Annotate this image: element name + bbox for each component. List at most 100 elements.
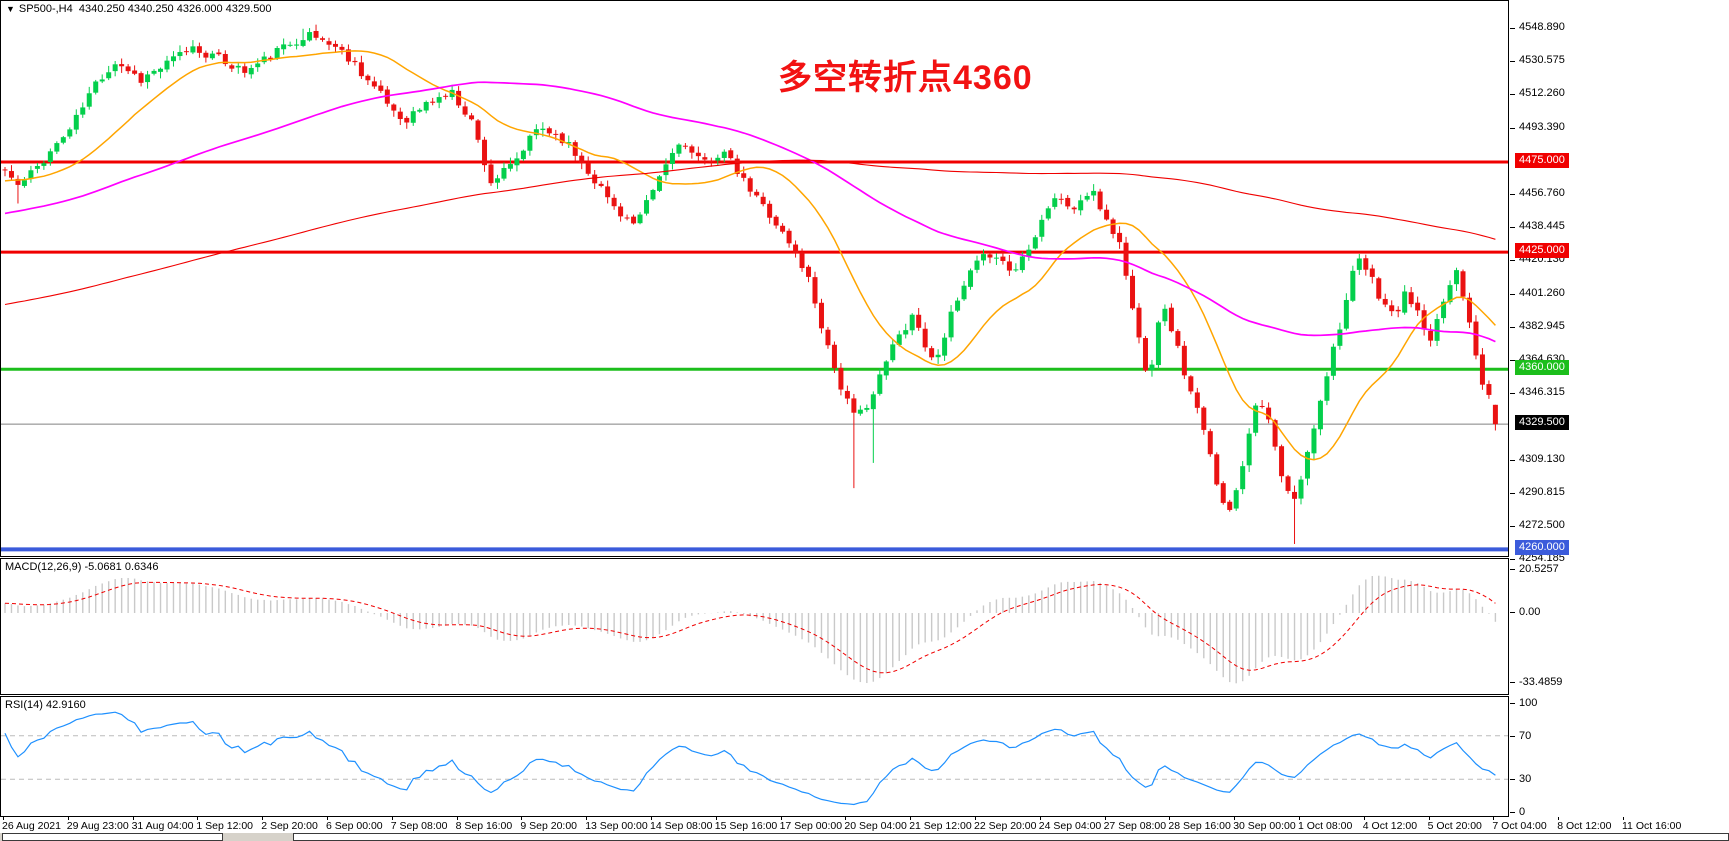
bear-candle: [812, 277, 818, 304]
time-axis-label: 1 Sep 12:00: [196, 820, 254, 832]
price-axis-tick: [1510, 293, 1515, 295]
bull-candle: [650, 189, 656, 200]
bull-candle: [21, 180, 27, 186]
time-axis-tick: [327, 817, 328, 820]
scrollbar-segment[interactable]: [293, 833, 1729, 841]
bear-candle: [371, 81, 377, 87]
time-axis-tick: [1558, 817, 1560, 820]
bear-candle: [1227, 501, 1233, 510]
macd-signal-line: [4, 581, 1496, 674]
bull-candle: [99, 79, 105, 82]
bull-candle: [948, 311, 954, 338]
bull-candle: [1045, 208, 1051, 219]
symbol-period-label: SP500-,H4: [18, 3, 73, 15]
bull-candle: [955, 300, 961, 311]
bear-candle: [592, 174, 598, 184]
bear-candle: [1214, 454, 1220, 485]
chart-title: ▼ SP500-,H4 4340.250 4340.250 4326.000 43…: [6, 3, 272, 15]
chart-expand-icon[interactable]: ▼: [6, 4, 15, 14]
time-axis-tick: [715, 817, 717, 820]
price-axis-tick: [1510, 226, 1515, 228]
bull-candle: [261, 56, 267, 63]
macd-axis-label: 0.00: [1519, 606, 1541, 618]
bull-candle: [47, 151, 53, 162]
scrollbar-segment[interactable]: [2, 833, 223, 841]
bull-candle: [164, 60, 170, 70]
bear-candle: [358, 62, 364, 77]
bull-candle: [106, 72, 112, 79]
bull-candle: [255, 63, 261, 68]
bull-candle: [307, 32, 313, 41]
bear-candle: [1097, 191, 1103, 210]
bear-candle: [1421, 310, 1427, 330]
bull-candle: [1447, 285, 1453, 303]
time-axis-label: 8 Oct 12:00: [1557, 820, 1612, 832]
bear-candle: [475, 120, 481, 140]
rsi-indicator-panel[interactable]: [0, 696, 1509, 817]
price-chart-panel[interactable]: [0, 0, 1509, 557]
bull-candle: [80, 107, 86, 115]
bear-candle: [1259, 405, 1265, 407]
slow-ma-line: [4, 159, 1496, 306]
bull-candle: [501, 167, 507, 179]
bull-candle: [93, 81, 99, 93]
macd-axis-tick: [1510, 569, 1515, 571]
bull-candle: [890, 344, 896, 361]
bear-candle: [1194, 392, 1200, 408]
bear-candle: [611, 197, 617, 207]
bear-candle: [1058, 198, 1064, 200]
time-axis-label: 31 Aug 04:00: [131, 820, 194, 832]
bear-candle: [825, 329, 831, 346]
time-axis[interactable]: 26 Aug 2021 29 Aug 23:00 31 Aug 04:00 1 Sep…: [0, 817, 1729, 833]
price-axis-label: 4346.315: [1519, 385, 1565, 398]
price-axis-label: 4382.945: [1519, 319, 1565, 332]
time-axis-label: 8 Sep 16:00: [455, 820, 513, 832]
bull-candle: [935, 354, 941, 358]
bull-candle: [980, 254, 986, 261]
bull-candle: [903, 330, 909, 335]
bull-candle: [1343, 299, 1349, 329]
bull-candle: [41, 163, 47, 166]
bear-candle: [1117, 232, 1123, 243]
time-axis-label: 15 Sep 16:00: [714, 820, 778, 832]
bull-candle: [1298, 479, 1304, 499]
bull-candle: [86, 93, 92, 107]
bear-candle: [1266, 407, 1272, 420]
bear-candle: [585, 162, 591, 174]
macd-chart-area[interactable]: [1, 559, 1508, 694]
time-axis-tick: [975, 817, 976, 820]
bottom-scroll-strip[interactable]: [0, 833, 1729, 841]
fast-ma-line: [4, 50, 1496, 461]
bear-candle: [553, 133, 559, 135]
price-axis-label: 4530.575: [1519, 53, 1565, 66]
price-axis-tick: [1510, 27, 1515, 29]
time-axis-tick: [910, 817, 912, 820]
bear-candle: [1123, 242, 1129, 276]
bear-candle: [728, 150, 734, 159]
candlestick-chart-area[interactable]: [1, 1, 1508, 556]
bear-candle: [456, 90, 462, 106]
time-axis-tick: [262, 817, 264, 820]
bull-candle: [1441, 301, 1447, 319]
time-axis-tick: [67, 817, 69, 820]
time-axis-label: 26 Aug 2021: [2, 820, 61, 832]
rsi-chart-area[interactable]: [1, 697, 1508, 816]
current-price-badge: 4329.500: [1515, 415, 1569, 431]
bull-candle: [1350, 270, 1356, 301]
time-axis-tick: [456, 817, 458, 820]
bear-candle: [203, 52, 209, 58]
bear-candle: [1279, 446, 1285, 477]
bear-candle: [767, 203, 773, 218]
bear-candle: [216, 52, 222, 55]
bull-candle: [896, 334, 902, 345]
price-axis-column[interactable]: 4548.890 4530.575 4512.260 4493.390 4456.760…: [1510, 0, 1729, 833]
bear-candle: [138, 73, 144, 83]
bull-candle: [1013, 269, 1019, 271]
bear-candle: [320, 38, 326, 40]
macd-indicator-panel[interactable]: [0, 558, 1509, 695]
bull-candle: [1233, 490, 1239, 509]
bull-candle: [158, 68, 164, 72]
price-axis-tick: [1510, 193, 1515, 195]
bear-candle: [365, 75, 371, 81]
bear-candle: [1272, 420, 1278, 447]
